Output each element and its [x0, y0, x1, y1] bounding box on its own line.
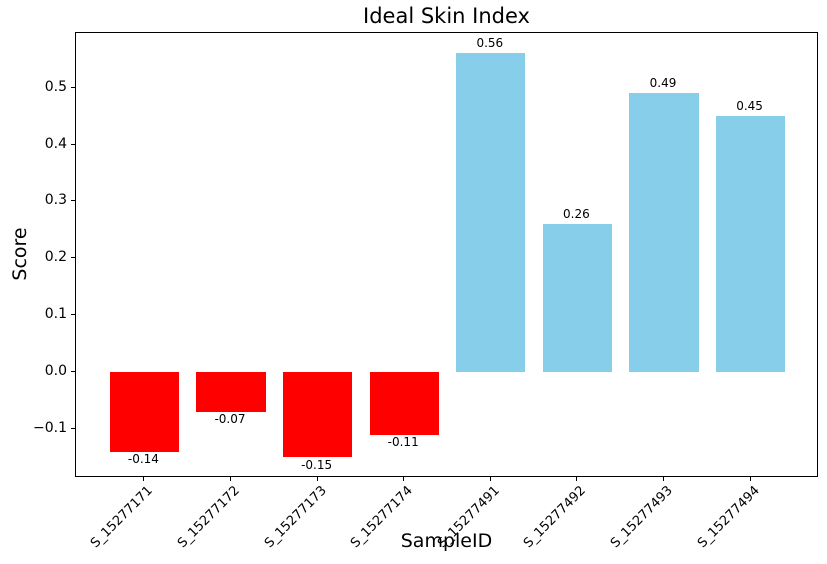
y-tick-mark	[71, 200, 75, 202]
y-tick-mark	[71, 314, 75, 316]
bar-value-label: 0.26	[563, 207, 590, 222]
x-tick-mark	[576, 477, 578, 481]
y-tick-label: −0.1	[33, 420, 67, 437]
x-tick-mark	[489, 477, 491, 481]
bar-S_15277493	[629, 93, 699, 373]
y-tick-mark	[71, 86, 75, 88]
x-tick-mark	[316, 477, 318, 481]
bar-value-label: 0.49	[649, 76, 677, 91]
y-tick-label: 0.0	[44, 363, 67, 380]
bar-S_15277171	[109, 372, 180, 452]
y-tick-label: 0.2	[44, 249, 67, 266]
bar-value-label: -0.07	[214, 411, 246, 426]
y-tick-mark	[71, 143, 75, 145]
y-tick-mark	[71, 371, 75, 373]
bar-value-label: -0.15	[301, 457, 333, 472]
bar-value-label: 0.56	[476, 36, 504, 51]
chart-title: Ideal Skin Index	[363, 4, 530, 28]
x-tick-mark	[749, 477, 751, 481]
x-tick-mark	[143, 477, 145, 481]
x-tick-mark	[662, 477, 664, 481]
bar-value-label: -0.14	[127, 451, 159, 466]
bar-S_15277174	[369, 372, 439, 435]
x-tick-mark	[230, 477, 231, 481]
bar-value-label: 0.45	[736, 99, 763, 114]
y-tick-mark	[71, 257, 75, 259]
bar-value-label: -0.11	[387, 434, 419, 449]
bar-S_15277172	[196, 372, 266, 412]
bar-S_15277492	[542, 224, 613, 373]
bar-S_15277173	[282, 372, 353, 458]
x-tick-mark	[403, 477, 405, 481]
plot-area	[75, 32, 818, 477]
bar-S_15277491	[456, 53, 526, 373]
y-tick-label: 0.5	[44, 78, 67, 95]
y-tick-label: 0.3	[44, 192, 67, 209]
y-tick-label: 0.4	[44, 135, 67, 152]
y-tick-mark	[71, 428, 75, 430]
y-tick-label: 0.1	[44, 306, 67, 323]
x-axis-title: SampleID	[400, 530, 493, 552]
bar-S_15277494	[715, 116, 786, 373]
